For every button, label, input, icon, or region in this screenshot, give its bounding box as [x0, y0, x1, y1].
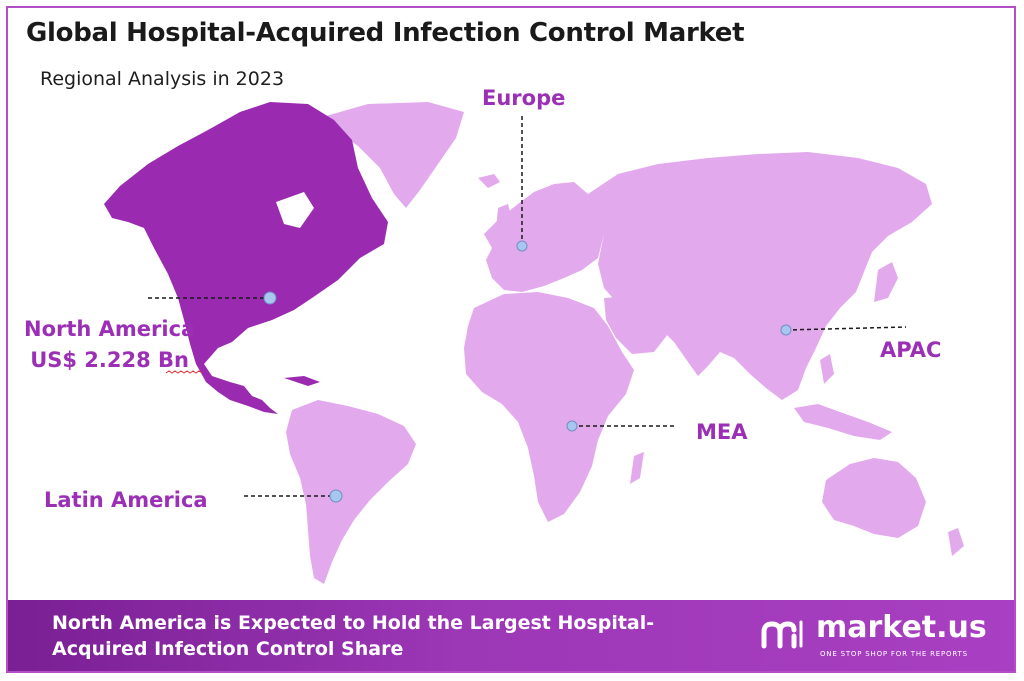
banner-line-2: Acquired Infection Control Share: [52, 638, 404, 660]
mea-marker: [566, 420, 578, 432]
philippines-shape: [820, 354, 834, 384]
australia-shape: [822, 458, 926, 538]
madagascar-shape: [630, 452, 644, 484]
asia-shape: [588, 152, 932, 400]
north-america-name: North America: [24, 317, 196, 341]
europe-marker: [516, 240, 528, 252]
europe-shape: [484, 182, 604, 292]
japan-shape: [874, 262, 898, 302]
caribbean-shape: [284, 376, 320, 386]
latin-america-label: Latin America: [44, 488, 208, 512]
iceland-shape: [478, 174, 500, 188]
africa-shape: [464, 292, 634, 522]
footer-banner: North America is Expected to Hold the La…: [8, 600, 1014, 671]
page-subtitle: Regional Analysis in 2023: [40, 68, 285, 90]
banner-line-1: North America is Expected to Hold the La…: [52, 612, 655, 634]
spellcheck-squiggle-icon: [166, 370, 202, 374]
south-america-shape: [286, 400, 416, 584]
north-america-shape: [104, 102, 388, 414]
uk-shape: [496, 204, 512, 234]
north-america-label: North America US$ 2.228 Bn: [24, 314, 202, 376]
banner-text: North America is Expected to Hold the La…: [52, 610, 752, 662]
europe-label: Europe: [482, 86, 566, 110]
mea-label: MEA: [696, 420, 748, 444]
sea-islands-shape: [794, 404, 892, 440]
market-us-logo-icon: [761, 620, 803, 649]
brand-tagline: ONE STOP SHOP FOR THE REPORTS: [820, 650, 968, 658]
north-america-marker: [263, 291, 277, 305]
apac-marker: [780, 324, 792, 336]
arabia-shape: [604, 296, 668, 354]
apac-label: APAC: [880, 338, 942, 362]
latin-america-marker: [329, 489, 343, 503]
greenland-shape: [326, 102, 464, 208]
hudson-bay-shape: [276, 192, 314, 228]
north-america-value: US$ 2.228 Bn: [24, 345, 202, 376]
world-map: [104, 102, 964, 584]
brand-name: market.us: [816, 610, 987, 645]
page-title: Global Hospital-Acquired Infection Contr…: [26, 18, 745, 48]
infographic-frame: Global Hospital-Acquired Infection Contr…: [6, 6, 1016, 673]
apac-connector: [785, 326, 907, 331]
new-zealand-shape: [948, 528, 964, 556]
